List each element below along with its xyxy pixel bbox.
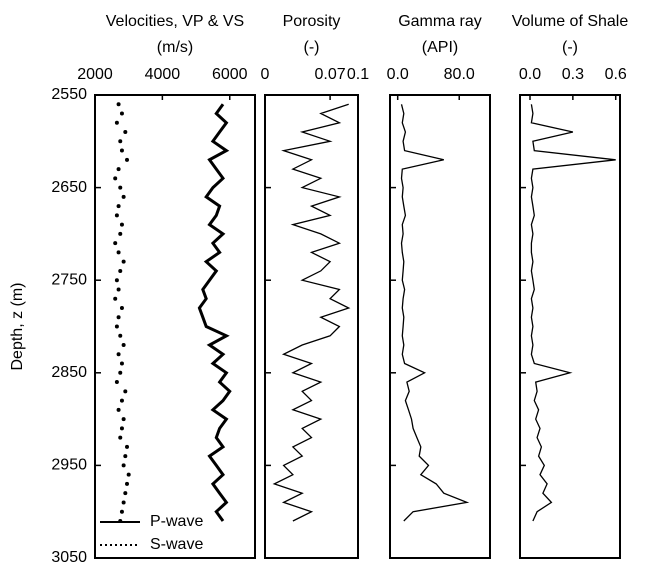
log-line — [272, 103, 351, 522]
y-tick-label: 2750 — [51, 271, 87, 288]
data-point — [121, 343, 126, 348]
panel-frame — [389, 94, 491, 559]
data-point — [116, 287, 121, 292]
panel-title: Volume of Shale — [512, 13, 629, 30]
data-point — [114, 380, 119, 385]
log-line — [197, 103, 232, 522]
data-point — [116, 352, 121, 357]
data-point — [118, 268, 123, 273]
y-tick-label: 2850 — [51, 364, 87, 381]
data-point — [114, 278, 119, 283]
data-point — [116, 102, 121, 107]
x-tick-label: 4000 — [145, 66, 181, 83]
data-point — [116, 315, 121, 320]
panel-frame — [519, 94, 621, 559]
y-tick-label: 3050 — [51, 549, 87, 565]
x-tick-label: 0 — [261, 66, 270, 83]
panel-frame — [264, 94, 359, 559]
x-tick-label: 80.0 — [444, 66, 475, 83]
panel-subtitle: (API) — [422, 39, 458, 56]
data-point — [123, 454, 128, 459]
panel-subtitle: (-) — [562, 39, 578, 56]
legend-label: P-wave — [150, 513, 203, 530]
x-tick-label: 6000 — [212, 66, 248, 83]
x-tick-label: 0.3 — [562, 66, 584, 83]
data-point — [119, 361, 124, 366]
x-tick-label: 0.6 — [605, 66, 627, 83]
log-line — [530, 104, 616, 522]
data-point — [118, 139, 123, 144]
data-point — [118, 370, 123, 375]
y-tick-label: 2650 — [51, 179, 87, 196]
data-point — [114, 324, 119, 329]
data-point — [119, 509, 124, 514]
data-point — [119, 222, 124, 227]
data-point — [121, 500, 126, 505]
data-point — [118, 185, 123, 190]
legend-label: S-wave — [150, 536, 203, 553]
y-tick-label: 2950 — [51, 457, 87, 474]
data-point — [116, 204, 121, 209]
data-point — [119, 426, 124, 431]
data-point — [121, 463, 126, 468]
data-point — [123, 130, 128, 135]
x-tick-label: 0.07 — [315, 66, 346, 83]
data-point — [118, 435, 123, 440]
data-point — [119, 398, 124, 403]
data-point — [116, 250, 121, 255]
panel-title: Porosity — [283, 13, 341, 30]
data-point — [125, 481, 129, 486]
data-point — [119, 148, 124, 153]
log-line — [400, 104, 470, 522]
x-tick-label: 2000 — [77, 66, 113, 83]
data-point — [125, 157, 129, 162]
data-point — [118, 333, 123, 338]
panel-title: Velocities, VP & VS — [106, 13, 244, 30]
x-tick-label: 0.0 — [519, 66, 541, 83]
y-tick-label: 2550 — [51, 86, 87, 103]
data-point — [114, 120, 119, 125]
data-point — [121, 194, 126, 199]
panel-frame — [94, 94, 256, 559]
y-axis-label: Depth, z (m) — [9, 282, 26, 370]
x-tick-label: 0.0 — [387, 66, 409, 83]
x-tick-label: 0.1 — [347, 66, 369, 83]
data-point — [121, 417, 126, 422]
data-point — [123, 389, 128, 394]
panel-subtitle: (m/s) — [157, 39, 193, 56]
data-point — [125, 444, 129, 449]
panel-title: Gamma ray — [398, 13, 482, 30]
data-point — [114, 213, 119, 218]
data-point — [121, 259, 126, 264]
data-point — [116, 167, 121, 172]
panel-subtitle: (-) — [304, 39, 320, 56]
data-point — [113, 176, 118, 181]
data-point — [118, 231, 123, 236]
data-point — [116, 407, 121, 412]
data-point — [113, 241, 118, 246]
data-point — [119, 111, 124, 116]
data-point — [119, 305, 124, 310]
data-point — [113, 296, 118, 301]
data-point — [126, 472, 131, 477]
data-point — [123, 491, 128, 496]
